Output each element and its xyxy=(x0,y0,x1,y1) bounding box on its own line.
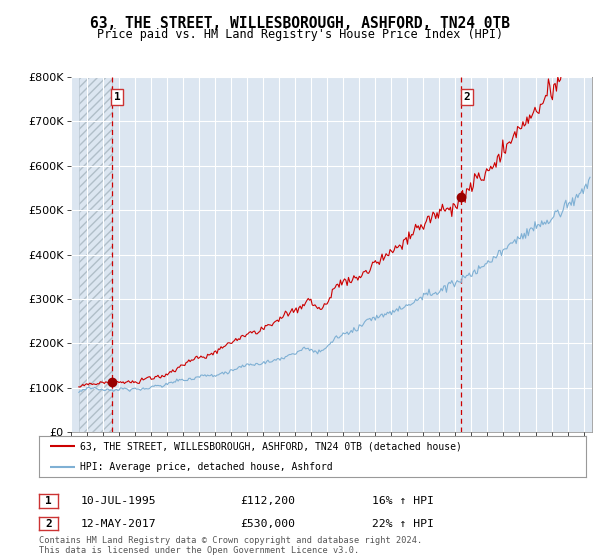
Text: 10-JUL-1995: 10-JUL-1995 xyxy=(81,496,157,506)
Text: 2: 2 xyxy=(464,92,470,102)
Text: 12-MAY-2017: 12-MAY-2017 xyxy=(81,519,157,529)
Text: 2: 2 xyxy=(45,519,52,529)
Text: 22% ↑ HPI: 22% ↑ HPI xyxy=(372,519,434,529)
Text: 63, THE STREET, WILLESBOROUGH, ASHFORD, TN24 0TB: 63, THE STREET, WILLESBOROUGH, ASHFORD, … xyxy=(90,16,510,31)
Text: 63, THE STREET, WILLESBOROUGH, ASHFORD, TN24 0TB (detached house): 63, THE STREET, WILLESBOROUGH, ASHFORD, … xyxy=(80,441,462,451)
Text: Price paid vs. HM Land Registry's House Price Index (HPI): Price paid vs. HM Land Registry's House … xyxy=(97,28,503,41)
Text: Contains HM Land Registry data © Crown copyright and database right 2024.
This d: Contains HM Land Registry data © Crown c… xyxy=(39,536,422,555)
Text: 1: 1 xyxy=(45,496,52,506)
Text: £530,000: £530,000 xyxy=(240,519,295,529)
Text: £112,200: £112,200 xyxy=(240,496,295,506)
Text: HPI: Average price, detached house, Ashford: HPI: Average price, detached house, Ashf… xyxy=(80,462,332,472)
Text: 1: 1 xyxy=(114,92,121,102)
Text: 16% ↑ HPI: 16% ↑ HPI xyxy=(372,496,434,506)
